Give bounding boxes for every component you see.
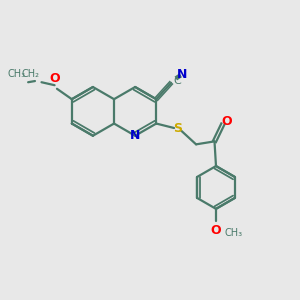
Text: CH₂: CH₂ [21, 69, 39, 79]
Text: N: N [177, 68, 188, 81]
Text: O: O [210, 224, 221, 237]
Text: C: C [173, 76, 181, 86]
Text: N: N [130, 129, 140, 142]
Text: CH₃: CH₃ [8, 69, 26, 79]
Text: O: O [221, 115, 232, 128]
Text: S: S [173, 122, 182, 135]
Text: CH₃: CH₃ [224, 228, 242, 238]
Text: O: O [49, 72, 60, 85]
